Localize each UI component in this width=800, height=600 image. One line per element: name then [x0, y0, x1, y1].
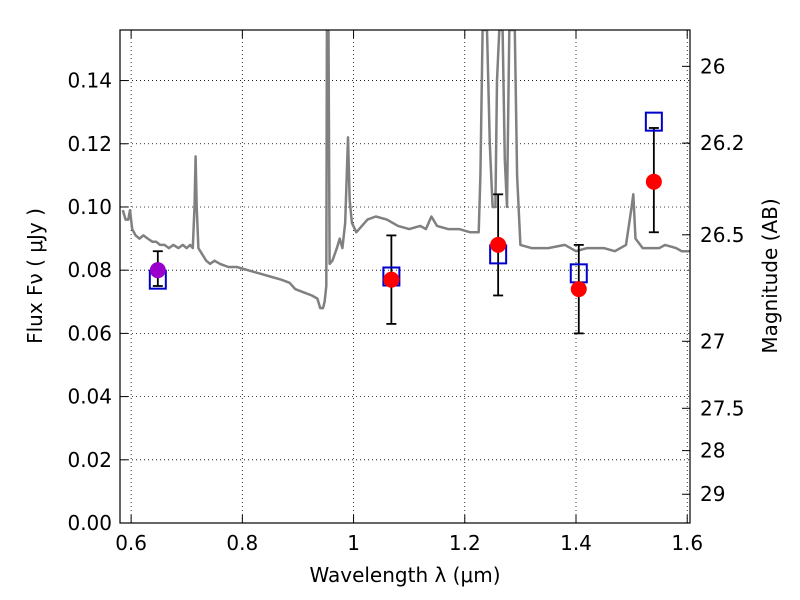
right-tick-label: 28: [700, 439, 725, 463]
y-axis-label: Flux Fν ( μJy ): [23, 208, 47, 344]
x-tick-label: 1.2: [449, 531, 481, 555]
right-axis-ticks: 26 26.2 26.5 27 27.5 28 29: [682, 54, 745, 506]
y-tick-label: 0.08: [67, 258, 112, 282]
grid: [120, 30, 690, 524]
y-tick-label: 0.12: [67, 132, 112, 156]
y-tick-label: 0.00: [67, 511, 112, 535]
model-square-marker: [644, 111, 663, 132]
model-photometry-squares: [148, 111, 663, 290]
y-tick-label: 0.14: [67, 69, 112, 93]
model-spectrum: [121, 30, 690, 310]
x-tick-label: 0.6: [115, 531, 147, 555]
x-tick-label: 1: [347, 531, 360, 555]
observed-point: [490, 236, 507, 253]
right-tick-label: 26: [700, 54, 725, 78]
spectrum-line: [121, 30, 690, 310]
right-tick-label: 27: [700, 329, 725, 353]
observed-photometry-points: [149, 173, 662, 298]
y-axis-ticks: 0.00 0.02 0.04 0.06 0.08 0.10 0.12 0.14: [67, 69, 128, 535]
error-bars: [152, 127, 659, 335]
right-tick-label: 27.5: [700, 396, 745, 420]
right-tick-label: 29: [700, 482, 725, 506]
plot-frame: [119, 29, 691, 524]
x-tick-label: 1.4: [560, 531, 592, 555]
right-tick-label: 26.5: [700, 223, 745, 247]
observed-point: [383, 271, 400, 288]
x-tick-label: 0.8: [226, 531, 258, 555]
y-tick-label: 0.04: [67, 385, 112, 409]
y-tick-label: 0.02: [67, 448, 112, 472]
x-axis-ticks: 0.6 0.8 1 1.2 1.4 1.6: [115, 30, 703, 555]
right-axis-label: Magnitude (AB): [758, 198, 782, 353]
x-tick-label: 1.6: [671, 531, 703, 555]
right-tick-label: 26.2: [700, 131, 745, 155]
y-tick-label: 0.10: [67, 195, 112, 219]
x-axis-label: Wavelength λ (μm): [309, 563, 500, 587]
observed-point: [149, 262, 166, 279]
observed-point: [570, 281, 587, 298]
observed-point: [645, 173, 662, 190]
y-tick-label: 0.06: [67, 321, 112, 345]
